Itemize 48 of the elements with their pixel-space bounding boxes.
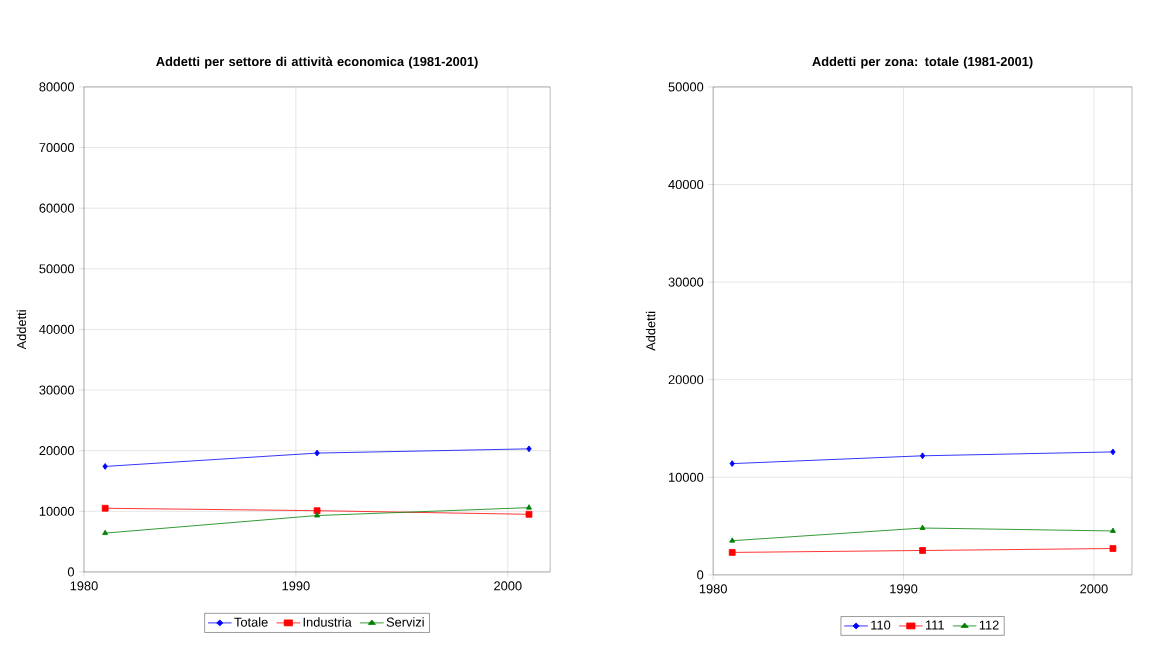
point xyxy=(919,452,926,460)
point xyxy=(525,511,533,518)
x-tick-label: 1980 xyxy=(70,581,98,591)
point xyxy=(1109,527,1116,533)
x-tick-label: 1990 xyxy=(282,581,310,591)
y-tick-label: 80000 xyxy=(39,82,75,92)
y-tick-label: 10000 xyxy=(669,472,704,482)
point xyxy=(526,445,532,453)
legend-label: Industria xyxy=(303,617,352,627)
y-tick-label: 0 xyxy=(67,567,75,577)
y-tick-label: 40000 xyxy=(668,180,704,190)
y-tick-label: 50000 xyxy=(668,82,704,92)
point xyxy=(314,449,320,457)
point xyxy=(102,463,108,470)
legend-label: 112 xyxy=(979,620,999,630)
legend-label: 110 xyxy=(871,620,891,630)
point xyxy=(919,547,926,554)
y-tick-label: 50000 xyxy=(39,264,75,274)
y-tick-label: 30000 xyxy=(39,385,75,395)
y-tick-label: 20000 xyxy=(668,375,704,385)
chart-title: Addetti per zona: totale (1981-2001) xyxy=(812,56,1033,69)
x-tick-label: 1990 xyxy=(890,584,918,594)
point xyxy=(101,505,109,512)
point xyxy=(728,549,736,556)
legend-label: Totale xyxy=(234,617,268,627)
point xyxy=(919,524,926,531)
y-tick-label: 70000 xyxy=(39,143,75,153)
y-tick-label: 40000 xyxy=(39,325,75,335)
x-tick-label: 2000 xyxy=(494,581,522,591)
point xyxy=(729,460,735,468)
y-tick-label: 10000 xyxy=(39,506,75,516)
y-tick-label: 60000 xyxy=(39,203,75,213)
chart-title: Addetti per settore di attività economica (1981-2001) xyxy=(156,56,478,69)
y-tick-label: 0 xyxy=(697,570,704,580)
y-axis-title: Addetti xyxy=(645,311,656,352)
point xyxy=(102,529,109,536)
legend-label: Servizi xyxy=(386,617,424,627)
point xyxy=(526,504,532,510)
y-tick-label: 30000 xyxy=(668,277,704,287)
point xyxy=(1110,448,1116,456)
point xyxy=(729,537,736,543)
point xyxy=(1109,545,1117,553)
y-tick-label: 20000 xyxy=(39,446,75,456)
y-axis-title: Addetti xyxy=(16,310,27,350)
x-tick-label: 1980 xyxy=(699,584,727,594)
point xyxy=(314,512,321,518)
legend-label: 111 xyxy=(925,620,944,630)
x-tick-label: 2000 xyxy=(1080,584,1108,594)
